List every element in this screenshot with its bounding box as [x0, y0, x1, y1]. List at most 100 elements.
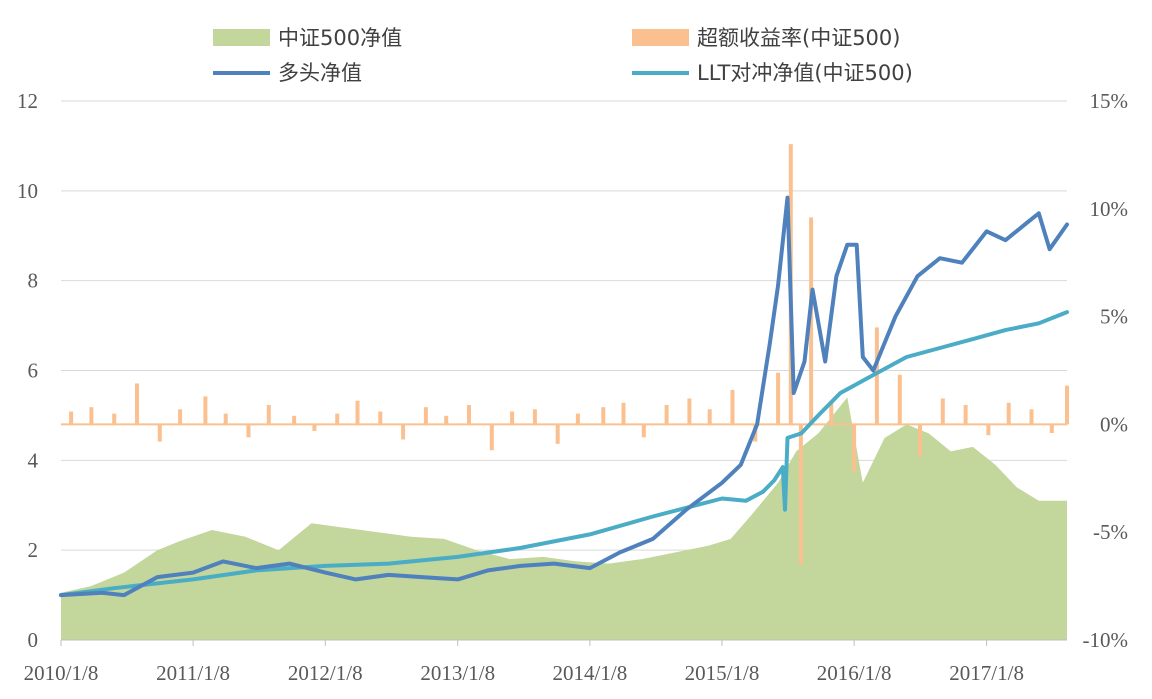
long-nav-point: [387, 573, 391, 577]
y-left-tick-label: 0: [28, 628, 39, 652]
long-nav-point: [221, 559, 225, 563]
long-nav-point: [287, 562, 291, 566]
legend-label-llt-hedge-nav: LLT对冲净值(中证500): [697, 61, 913, 85]
long-nav-point: [803, 360, 806, 363]
excess-return-bar: [178, 409, 183, 425]
long-nav-point: [755, 422, 759, 426]
excess-return-bar: [664, 405, 669, 425]
llt-hedge-nav-point: [772, 479, 776, 482]
line-series-layer: [59, 195, 1069, 598]
legend-label-csi500: 中证500净值: [278, 26, 402, 50]
excess-return-bar: [874, 327, 879, 425]
long-nav-point: [720, 481, 724, 485]
legend: 中证500净值 超额收益率(中证500) 多头净值 LLT对冲净值(中证500): [213, 26, 913, 85]
excess-return-bar: [707, 409, 712, 425]
excess-return-bar: [423, 407, 428, 425]
long-nav-point: [100, 591, 104, 595]
llt-hedge-nav-point: [588, 532, 592, 536]
excess-return-bar: [157, 424, 162, 442]
excess-return-bar: [532, 409, 537, 425]
excess-return-bar: [69, 411, 74, 425]
long-nav-point: [855, 243, 859, 247]
llt-hedge-nav-point: [799, 431, 803, 435]
excess-return-bar: [203, 396, 208, 425]
long-nav-point: [1026, 220, 1029, 224]
llt-hedge-nav-point: [871, 373, 875, 377]
long-nav-point: [191, 571, 195, 575]
excess-return-bar: [776, 372, 781, 425]
excess-return-bar: [112, 413, 117, 425]
excess-return-bar: [266, 405, 271, 425]
llt-hedge-nav-point: [781, 465, 785, 469]
long-nav-point: [1037, 211, 1041, 215]
excess-return-bar: [809, 217, 814, 425]
excess-return-bar: [292, 415, 297, 425]
llt-hedge-nav-point: [938, 346, 942, 350]
long-nav-point: [323, 571, 327, 575]
excess-return-bar: [355, 400, 360, 425]
excess-return-bar: [135, 383, 139, 425]
excess-return-bar: [641, 424, 646, 438]
csi500-nav-area: [61, 397, 1067, 640]
legend-swatch-csi500: [213, 29, 270, 46]
long-nav-point: [916, 274, 919, 278]
long-nav-point: [811, 288, 814, 292]
llt-hedge-nav-point: [786, 436, 789, 440]
excess-return-bar: [601, 407, 606, 425]
excess-return-bar: [621, 402, 626, 425]
llt-hedge-nav-point: [816, 413, 820, 417]
excess-return-bar: [687, 398, 692, 425]
long-nav-point: [1004, 238, 1007, 242]
long-nav-point: [938, 256, 942, 260]
excess-return-bar: [1029, 409, 1034, 425]
area-series-layer: [61, 397, 1067, 640]
long-nav-point: [786, 196, 789, 200]
llt-hedge-nav-point: [838, 391, 842, 395]
y-left-tick-label: 8: [28, 269, 39, 293]
excess-return-bar: [986, 424, 991, 436]
x-tick-label: 2012/1/8: [288, 661, 363, 685]
long-nav-point: [59, 593, 63, 597]
y-right-tick-label: 15%: [1090, 89, 1129, 113]
excess-return-bar: [963, 405, 968, 425]
long-nav-point: [588, 566, 592, 570]
x-tick-label: 2017/1/8: [949, 661, 1024, 685]
excess-return-bar: [852, 424, 857, 472]
y-left-tick-label: 2: [28, 538, 39, 562]
bar-series-layer: [61, 144, 1069, 565]
long-nav-point: [651, 537, 655, 541]
excess-return-bar: [1006, 402, 1011, 425]
axes: 0 2 4 6 8 10 12 -10% -5% 0% 5% 10% 15% 2010/1/8 2011/1…: [17, 89, 1128, 685]
long-nav-point: [684, 508, 688, 512]
llt-hedge-nav-point: [111, 586, 115, 590]
long-nav-point: [776, 283, 780, 287]
excess-return-bar: [940, 398, 945, 425]
long-nav-point: [354, 577, 358, 581]
long-nav-point: [960, 261, 964, 265]
long-nav-point: [519, 564, 523, 568]
y-left-tick-label: 12: [17, 89, 38, 113]
llt-hedge-nav-point: [387, 562, 391, 566]
excess-return-bar: [335, 413, 340, 425]
llt-hedge-nav-point: [323, 564, 327, 568]
long-nav-point: [871, 369, 875, 372]
excess-return-bar: [1065, 385, 1069, 425]
long-nav-point: [792, 391, 796, 395]
y-left-tick-label: 4: [28, 448, 39, 472]
y-left-tick-label: 6: [28, 359, 39, 383]
long-nav-point: [861, 355, 865, 359]
excess-return-bar: [489, 424, 494, 451]
llt-hedge-nav-point: [971, 337, 975, 341]
long-nav-point: [1048, 247, 1052, 251]
long-nav-point: [618, 550, 622, 554]
legend-label-excess-return: 超额收益率(中证500): [697, 26, 900, 50]
x-tick-label: 2013/1/8: [420, 661, 495, 685]
llt-hedge-nav-point: [761, 490, 765, 494]
long-nav-point: [739, 463, 743, 467]
long-nav-point: [552, 562, 556, 566]
excess-return-bar: [1049, 424, 1054, 433]
long-nav-point: [456, 577, 460, 581]
llt-hedge-nav-point: [1004, 328, 1007, 332]
long-nav-point: [122, 593, 126, 597]
